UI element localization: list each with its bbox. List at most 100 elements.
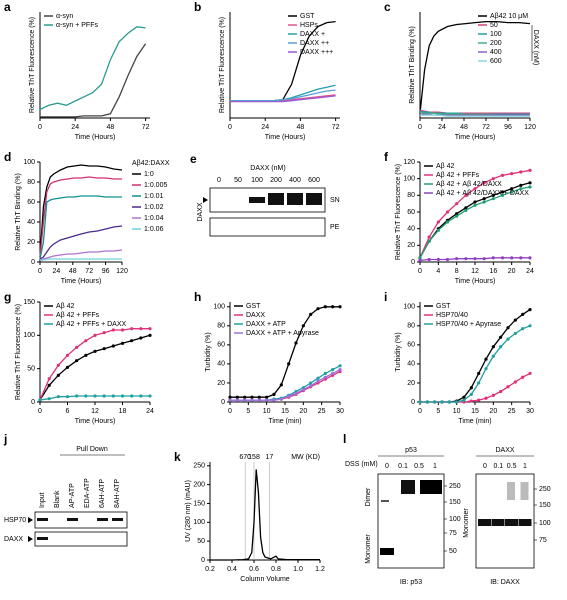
legend-label: Aβ 42 + PFFs bbox=[56, 312, 100, 319]
legend-label: 50 bbox=[490, 22, 498, 29]
x-tick-label: 16 bbox=[489, 268, 497, 275]
point bbox=[294, 391, 298, 396]
y-tick-label: 0 bbox=[201, 557, 205, 564]
point bbox=[93, 333, 97, 337]
x-tick-label: 20 bbox=[508, 268, 516, 275]
point bbox=[473, 187, 477, 191]
point bbox=[433, 400, 437, 404]
blot-frame bbox=[209, 187, 326, 213]
point bbox=[130, 327, 134, 331]
arrow bbox=[28, 536, 33, 542]
x-tick-label: 120 bbox=[524, 124, 536, 131]
band bbox=[37, 518, 48, 521]
band bbox=[401, 480, 415, 494]
x-tick-label: 120 bbox=[116, 268, 128, 275]
legend-label: 1:0.02 bbox=[144, 204, 164, 211]
blot-footer: IB: DAXX bbox=[490, 579, 520, 586]
x-tick-label: 0 bbox=[38, 124, 42, 131]
point bbox=[436, 220, 440, 224]
y-tick-label: 100 bbox=[23, 332, 35, 339]
series-line bbox=[39, 249, 123, 261]
point bbox=[477, 381, 481, 385]
series-line bbox=[230, 95, 336, 103]
band bbox=[478, 519, 491, 526]
point bbox=[56, 395, 60, 399]
series-line bbox=[39, 328, 150, 401]
y-tick-label: 20 bbox=[217, 380, 225, 387]
legend-label: GST bbox=[436, 303, 451, 310]
point bbox=[513, 380, 517, 384]
x-axis-label: Time (Hours) bbox=[75, 418, 116, 425]
annotation: MW (KD) bbox=[291, 454, 320, 461]
point bbox=[265, 398, 269, 402]
legend-label: DAXX + ATP bbox=[246, 321, 286, 328]
arrow bbox=[203, 197, 208, 203]
point bbox=[316, 379, 320, 383]
legend-label: GST bbox=[246, 303, 261, 310]
blot-title: DAXX bbox=[495, 447, 514, 454]
x-tick-label: 0 bbox=[38, 268, 42, 275]
lane-label: 0 bbox=[217, 177, 221, 184]
point bbox=[427, 239, 431, 243]
legend-label: HSP70/40 + Apyrase bbox=[436, 321, 501, 328]
x-tick-label: 30 bbox=[526, 408, 534, 415]
y-tick-label: 40 bbox=[217, 361, 225, 368]
y-tick-label: 200 bbox=[193, 481, 205, 488]
y-axis-label: Relative ThT Fluorescence (%) bbox=[15, 304, 22, 400]
x-tick-label: 24 bbox=[438, 124, 446, 131]
x-tick-label: 24 bbox=[146, 408, 154, 415]
x-tick-label: 24 bbox=[526, 268, 534, 275]
blot-frame bbox=[209, 217, 326, 237]
legend-label: 600 bbox=[490, 58, 502, 65]
series-line bbox=[420, 114, 530, 117]
x-tick-label: 1.2 bbox=[315, 566, 325, 573]
y-tick-label: 40 bbox=[407, 361, 415, 368]
panel-label: g bbox=[4, 290, 11, 304]
point bbox=[331, 368, 335, 372]
point bbox=[455, 202, 459, 206]
point bbox=[510, 187, 514, 191]
x-tick-label: 96 bbox=[102, 268, 110, 275]
x-tick-label: 0 bbox=[228, 408, 232, 415]
point bbox=[331, 371, 335, 376]
point bbox=[521, 375, 525, 379]
x-tick-label: 4 bbox=[436, 268, 440, 275]
row-label: DAXX bbox=[4, 536, 23, 543]
point bbox=[148, 333, 152, 337]
series-line bbox=[230, 369, 341, 401]
panel-label: b bbox=[194, 0, 201, 14]
point bbox=[38, 398, 42, 402]
y-tick-label: 100 bbox=[193, 519, 205, 526]
x-tick-label: 12 bbox=[471, 268, 479, 275]
y-tick-label: 60 bbox=[217, 342, 225, 349]
band bbox=[491, 519, 505, 526]
lane-label: 0.1 bbox=[493, 463, 503, 470]
point bbox=[482, 200, 486, 204]
x-tick-label: 24 bbox=[53, 268, 61, 275]
mw-label: 50 bbox=[449, 548, 457, 555]
point bbox=[75, 359, 79, 363]
y-tick-label: 150 bbox=[193, 500, 205, 507]
point bbox=[519, 183, 523, 187]
point bbox=[272, 392, 276, 396]
y-axis-label: Turbidity (%) bbox=[205, 332, 212, 371]
y-tick-label: 0 bbox=[411, 259, 415, 266]
point bbox=[445, 257, 450, 262]
point bbox=[528, 308, 532, 312]
row-label: SN bbox=[330, 197, 340, 204]
point bbox=[513, 318, 517, 322]
x-tick-label: 30 bbox=[336, 408, 344, 415]
series-line bbox=[420, 325, 531, 403]
point bbox=[491, 393, 495, 397]
x-tick-label: 8 bbox=[455, 268, 459, 275]
series-line bbox=[230, 365, 341, 401]
y-tick-label: 80 bbox=[407, 323, 415, 330]
lane-label: 6AH-ATP bbox=[99, 479, 106, 508]
x-axis-label: Time (Hours) bbox=[455, 278, 496, 285]
point bbox=[528, 185, 532, 189]
x-tick-label: 96 bbox=[504, 124, 512, 131]
y-tick-label: 60 bbox=[407, 209, 415, 216]
point bbox=[338, 305, 342, 309]
point bbox=[484, 357, 488, 361]
point bbox=[301, 324, 305, 328]
